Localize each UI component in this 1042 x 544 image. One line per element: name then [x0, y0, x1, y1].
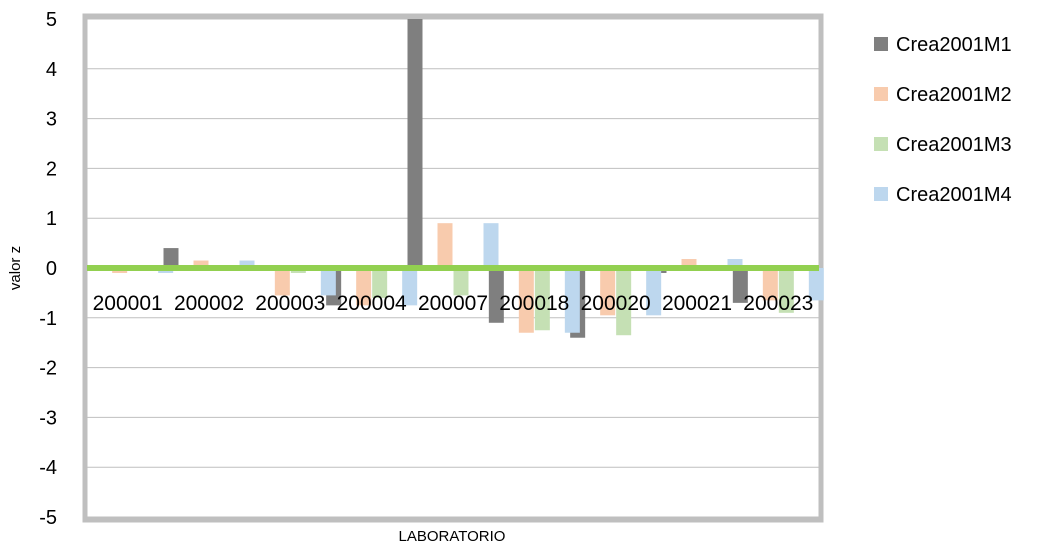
y-tick-label: -5 — [39, 507, 57, 529]
bar — [534, 268, 550, 331]
bar — [356, 268, 372, 306]
legend-label: Crea2001M1 — [896, 34, 1012, 56]
bar — [600, 268, 616, 316]
bar — [732, 268, 748, 303]
bar — [483, 223, 499, 268]
bar — [437, 223, 453, 268]
bar — [274, 268, 290, 296]
legend-swatch — [874, 137, 888, 151]
bar — [681, 259, 697, 268]
bar — [239, 260, 255, 268]
legend: Crea2001M1 Crea2001M2 Crea2001M3 Crea2001M4 — [874, 34, 1012, 206]
bar — [808, 268, 824, 301]
bar — [518, 268, 534, 333]
legend-label: Crea2001M2 — [896, 84, 1012, 106]
x-tick-label: 200003 — [255, 292, 325, 315]
legend-label: Crea2001M3 — [896, 134, 1012, 156]
bar — [778, 268, 794, 313]
legend-swatch — [874, 187, 888, 201]
bar — [616, 268, 632, 336]
x-tick-label: 200023 — [743, 292, 813, 315]
bar — [163, 248, 179, 268]
bar — [402, 268, 418, 306]
bars — [112, 19, 824, 338]
x-axis-title: LABORATORIO — [399, 528, 506, 544]
x-tick-label: 200020 — [581, 292, 651, 315]
y-tick-label: 5 — [46, 9, 57, 31]
y-tick-label: -4 — [39, 457, 57, 479]
bar — [488, 268, 504, 323]
bar — [727, 259, 743, 268]
bar — [372, 268, 388, 298]
bar — [564, 268, 580, 333]
bar — [193, 260, 209, 268]
x-tick-label: 200018 — [499, 292, 569, 315]
bar — [320, 268, 336, 296]
bar — [453, 268, 469, 296]
x-tick-label: 200004 — [337, 292, 407, 315]
bar — [407, 19, 423, 268]
x-tick-label: 200002 — [174, 292, 244, 315]
y-tick-label: -3 — [39, 407, 57, 429]
y-tick-label: -1 — [39, 308, 57, 330]
x-tick-label: 200021 — [662, 292, 732, 315]
x-tick-label: 200007 — [418, 292, 488, 315]
y-tick-label: 3 — [46, 109, 57, 131]
legend-swatch — [874, 37, 888, 51]
gridlines — [87, 18, 819, 518]
y-tick-label: 1 — [46, 208, 57, 230]
y-tick-label: 2 — [46, 158, 57, 180]
y-axis-title: valor z — [7, 246, 24, 290]
y-tick-label: 4 — [46, 59, 57, 81]
y-tick-label: -2 — [39, 358, 57, 380]
legend-swatch — [874, 87, 888, 101]
y-axis-ticks: 5 4 3 2 1 0 -1 -2 -3 -4 -5 — [39, 9, 57, 529]
legend-label: Crea2001M4 — [896, 184, 1012, 206]
bar — [646, 268, 662, 316]
y-tick-label: 0 — [46, 258, 57, 280]
category-labels: 200001 200002 200003 200004 200007 200018 2000… — [93, 292, 814, 315]
x-tick-label: 200001 — [93, 292, 163, 315]
bar — [762, 268, 778, 301]
